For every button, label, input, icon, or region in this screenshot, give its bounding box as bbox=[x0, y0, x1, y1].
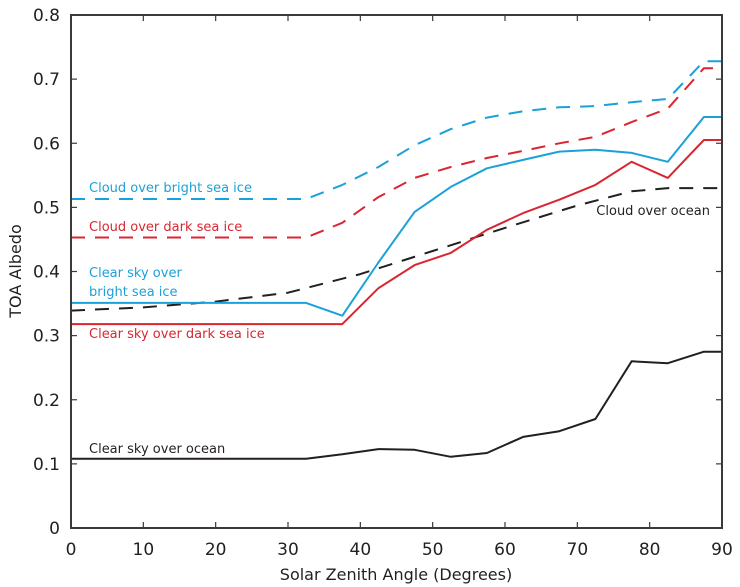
series-line-clear-sky-over-ocean bbox=[71, 350, 722, 460]
series-label-clear-sky-over-ocean: Clear sky over ocean bbox=[89, 442, 225, 457]
y-tick-label: 0.8 bbox=[33, 6, 60, 26]
x-tick-label: 90 bbox=[711, 540, 733, 560]
x-tick-label: 30 bbox=[277, 540, 299, 560]
y-axis-title: TOA Albedo bbox=[6, 224, 25, 318]
series-label-clear-sky-over-bright-sea-ice: bright sea ice bbox=[89, 285, 178, 300]
x-tick-label: 0 bbox=[66, 540, 77, 560]
y-tick-label: 0.4 bbox=[33, 263, 60, 283]
series-labels: Cloud over bright sea ice Cloud over dark… bbox=[89, 181, 710, 457]
x-tick-label: 80 bbox=[639, 540, 661, 560]
series-label-clear-sky-over-bright-sea-ice: Clear sky over bbox=[89, 266, 182, 281]
x-tick-label: 10 bbox=[133, 540, 155, 560]
x-axis-title: Solar Zenith Angle (Degrees) bbox=[280, 565, 512, 584]
y-tick-label: 0.5 bbox=[33, 198, 60, 218]
y-tick-label: 0 bbox=[49, 519, 60, 539]
series-layer bbox=[70, 60, 722, 460]
series-label-cloud-over-bright-sea-ice: Cloud over bright sea ice bbox=[89, 181, 252, 196]
y-tick-label: 0.2 bbox=[33, 391, 60, 411]
y-tick-label: 0.3 bbox=[33, 327, 60, 347]
x-tick-label: 70 bbox=[567, 540, 589, 560]
series-line-clear-sky-over-bright-sea-ice bbox=[71, 116, 722, 317]
axis-ticks: 0 10 20 30 40 50 60 70 80 90 0 0.1 0.2 0.3 0.4 0.5 0.6 0.… bbox=[33, 6, 733, 560]
series-line-cloud-over-bright-sea-ice bbox=[71, 60, 722, 200]
series-label-cloud-over-dark-sea-ice: Cloud over dark sea ice bbox=[89, 220, 242, 235]
y-tick-label: 0.1 bbox=[33, 455, 60, 475]
series-label-clear-sky-over-dark-sea-ice: Clear sky over dark sea ice bbox=[89, 327, 265, 342]
y-tick-label: 0.7 bbox=[33, 70, 60, 90]
x-tick-label: 40 bbox=[350, 540, 372, 560]
y-tick-label: 0.6 bbox=[33, 134, 60, 154]
x-tick-label: 60 bbox=[494, 540, 516, 560]
series-line-clear-sky-over-dark-sea-ice bbox=[71, 139, 722, 326]
x-tick-label: 20 bbox=[205, 540, 227, 560]
x-tick-label: 50 bbox=[422, 540, 444, 560]
series-label-cloud-over-ocean: Cloud over ocean bbox=[596, 204, 710, 219]
